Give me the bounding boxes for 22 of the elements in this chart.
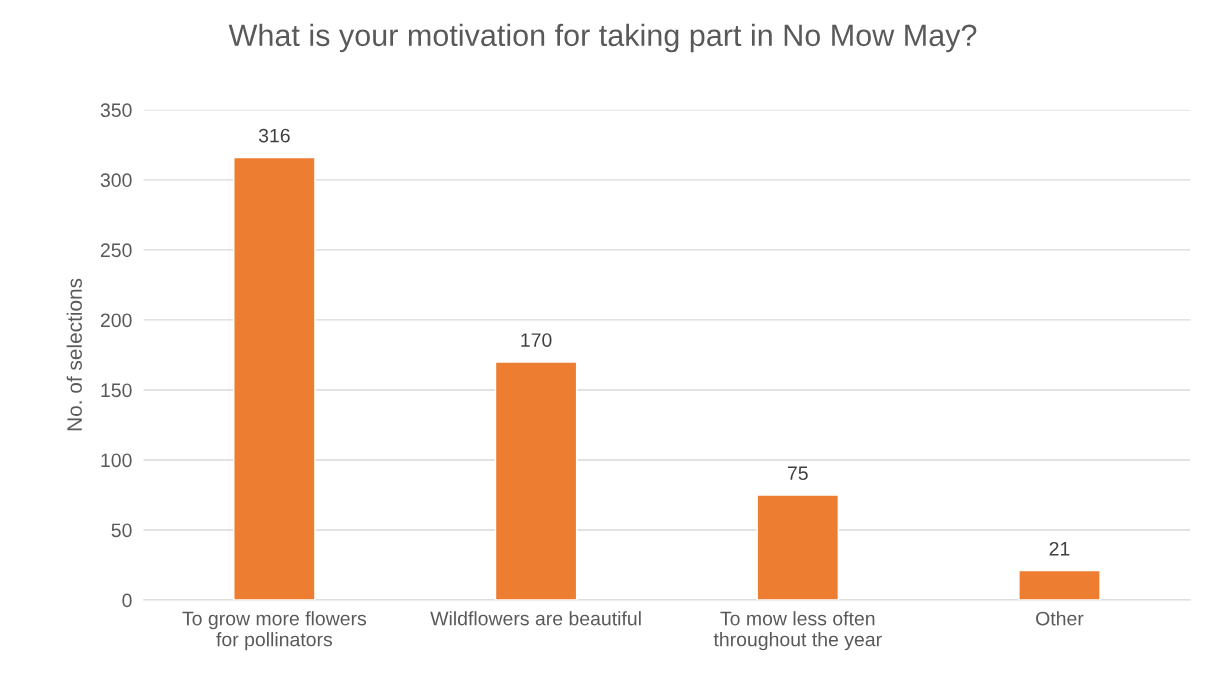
bar (1018, 569, 1101, 601)
chart-title: What is your motivation for taking part in No Mow May? (228, 23, 977, 53)
x-tick-label: To grow more flowers for pollinators (182, 611, 367, 651)
y-tick-label: 350 (100, 103, 132, 118)
y-tick-label: 100 (101, 453, 132, 468)
x-tick-label: To mow less often throughout the year (713, 611, 882, 651)
y-tick-label: 300 (100, 173, 132, 188)
y-tick-label: 200 (100, 313, 132, 328)
y-axis-title: No. of selections (66, 278, 82, 431)
data-label: 316 (258, 128, 290, 143)
y-tick-label: 150 (101, 383, 132, 398)
data-label: 75 (787, 466, 808, 481)
bar (494, 361, 578, 601)
y-tick-label: 0 (122, 593, 132, 608)
bar (233, 156, 316, 601)
bar (756, 494, 840, 601)
x-tick-label: Other (1036, 611, 1084, 626)
y-tick-label: 50 (111, 523, 132, 538)
data-label: 170 (521, 333, 552, 347)
y-tick-label: 250 (100, 243, 132, 258)
x-tick-label: Wildflowers are beautiful (430, 611, 641, 626)
data-label: 21 (1049, 541, 1070, 556)
